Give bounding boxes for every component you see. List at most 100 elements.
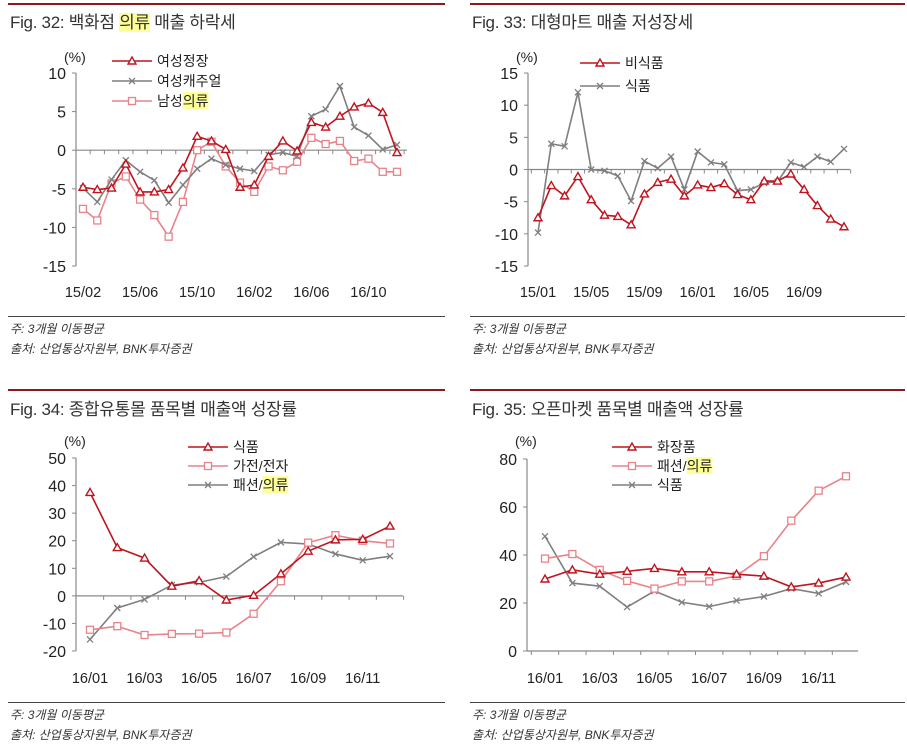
triangle-marker xyxy=(191,130,203,141)
x-marker xyxy=(364,132,372,139)
source-note: 출처: 산업통상자원부, BNK투자증권 xyxy=(10,342,192,356)
square-marker xyxy=(814,486,823,495)
x-marker xyxy=(379,145,387,153)
x-marker xyxy=(336,82,344,90)
triangle-marker xyxy=(177,162,189,172)
y-tick-label: 60 xyxy=(499,500,517,517)
x-marker xyxy=(307,112,315,120)
triangle-marker xyxy=(572,171,584,181)
square-marker xyxy=(304,538,313,547)
triangle-marker xyxy=(679,190,690,200)
x-marker xyxy=(760,593,768,600)
y-tick-label: 5 xyxy=(509,130,518,147)
triangle-marker xyxy=(731,568,742,578)
triangle-marker xyxy=(812,200,823,210)
x-tick-label: 15/09 xyxy=(626,285,662,301)
square-marker xyxy=(350,156,359,166)
x-marker xyxy=(747,185,755,193)
series-x xyxy=(534,88,848,237)
triangle-marker xyxy=(249,179,260,189)
triangle-marker xyxy=(785,168,796,178)
title-highlight: 의류 xyxy=(119,13,150,32)
square-marker xyxy=(278,166,287,175)
chart-title: Fig. 33: 대형마트 매출 저성장세 xyxy=(472,8,693,33)
triangle-marker xyxy=(586,194,597,204)
triangle-marker xyxy=(120,158,132,168)
x-marker xyxy=(541,532,549,540)
triangle-marker xyxy=(813,577,824,587)
y-tick-label: 80 xyxy=(499,452,517,469)
triangle-marker xyxy=(625,219,637,229)
x-marker xyxy=(707,158,715,166)
series-triangle xyxy=(77,97,403,196)
x-marker xyxy=(733,597,741,605)
title-text: Fig. 34: 종합유통몰 품목별 매출액 성장률 xyxy=(10,400,297,419)
triangle-marker xyxy=(758,570,770,580)
x-marker xyxy=(322,105,330,113)
x-marker xyxy=(815,589,823,597)
x-tick-label: 16/01 xyxy=(527,671,563,687)
triangle-marker xyxy=(277,135,289,145)
square-marker xyxy=(121,172,130,181)
x-marker xyxy=(827,158,835,166)
y-tick-label: 20 xyxy=(499,596,517,613)
triangle-marker xyxy=(745,194,757,204)
y-tick-label: 0 xyxy=(509,163,518,180)
x-marker xyxy=(113,604,121,612)
triangle-marker xyxy=(703,566,715,576)
triangle-marker xyxy=(112,542,123,552)
x-marker xyxy=(236,165,244,173)
series-line xyxy=(537,92,845,233)
x-marker xyxy=(86,635,94,643)
x-tick-label: 16/10 xyxy=(350,285,386,301)
x-marker xyxy=(250,553,258,561)
series-line xyxy=(544,535,847,609)
triangle-marker xyxy=(248,589,259,600)
y-tick-label: 5 xyxy=(57,105,66,122)
triangle-marker xyxy=(302,545,314,555)
triangle-marker xyxy=(599,209,610,219)
y-tick-label: 10 xyxy=(48,561,66,578)
x-tick-label: 16/02 xyxy=(236,285,272,301)
footnote: 주: 3개월 이동평균 xyxy=(472,708,566,722)
triangle-marker xyxy=(758,175,770,185)
title-rule xyxy=(470,389,905,391)
y-tick-label: 10 xyxy=(500,98,518,115)
square-marker xyxy=(85,625,95,634)
x-marker xyxy=(331,550,339,558)
x-tick-label: 16/07 xyxy=(235,671,271,687)
square-marker xyxy=(140,630,149,640)
x-tick-label: 15/02 xyxy=(65,285,101,301)
title-text: Fig. 32: 백화점 xyxy=(10,13,120,32)
footnote: 주: 3개월 이동평균 xyxy=(10,322,104,336)
triangle-marker xyxy=(220,144,231,154)
x-tick-label: 16/09 xyxy=(746,671,782,687)
triangle-marker xyxy=(840,571,852,581)
x-marker xyxy=(207,155,215,163)
line-chart: 80 60 40 20 0 16/01 16/03 16/05 16/07 16/09 16/11 (… xyxy=(499,433,858,687)
x-marker xyxy=(628,481,636,489)
series-line xyxy=(537,172,845,228)
legend-label-highlight: 의류 xyxy=(687,458,713,474)
triangle-marker xyxy=(106,182,117,192)
title-text: Fig. 35: 오픈마켓 품목별 매출액 성장률 xyxy=(472,400,744,419)
series-square xyxy=(540,472,851,593)
x-marker xyxy=(667,153,675,161)
square-marker xyxy=(127,96,137,106)
legend-item: 식품 xyxy=(188,439,259,455)
triangle-marker xyxy=(652,176,663,187)
x-marker xyxy=(694,148,702,155)
x-tick-label: 16/05 xyxy=(181,671,217,687)
x-tick-label: 16/09 xyxy=(290,671,326,687)
y-tick-label: 50 xyxy=(48,451,66,468)
triangle-marker xyxy=(126,55,138,65)
square-marker xyxy=(222,628,231,637)
x-marker xyxy=(165,199,173,207)
series-line xyxy=(544,567,847,588)
y-tick-label: -20 xyxy=(43,644,66,661)
footer-rule xyxy=(8,316,445,317)
legend-label: 가전/전자 xyxy=(233,458,289,474)
triangle-marker xyxy=(838,221,850,231)
triangle-marker xyxy=(134,186,146,196)
triangle-marker xyxy=(221,594,232,604)
